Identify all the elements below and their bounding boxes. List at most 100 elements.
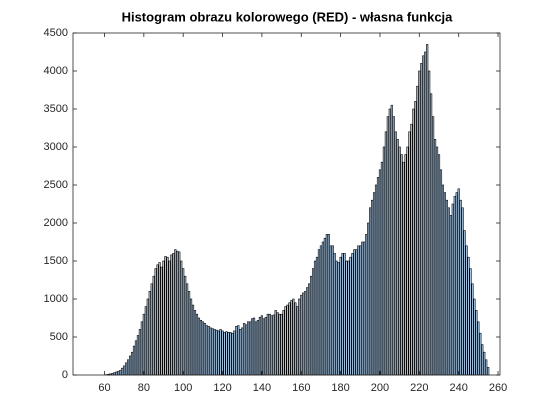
bar <box>329 245 332 376</box>
bar <box>154 268 157 376</box>
bar <box>162 260 165 376</box>
bar <box>180 260 183 376</box>
bar <box>249 321 252 376</box>
bar <box>227 332 230 376</box>
bar <box>485 359 488 376</box>
bar <box>288 302 291 376</box>
bar <box>396 139 399 376</box>
bar <box>282 310 285 376</box>
bar <box>317 249 321 376</box>
bar <box>132 345 136 376</box>
x-tick-label: 160 <box>292 382 310 394</box>
bar <box>386 116 389 376</box>
bar <box>245 324 248 376</box>
bar <box>311 268 315 376</box>
bar <box>477 321 480 376</box>
bar <box>156 264 159 376</box>
bar <box>296 306 299 376</box>
bar <box>374 184 378 376</box>
bar <box>272 314 275 376</box>
x-tick-label: 80 <box>138 382 150 394</box>
bar <box>268 313 271 376</box>
bar <box>422 55 425 376</box>
bar <box>327 234 330 376</box>
bar <box>418 70 421 376</box>
bar <box>424 51 427 376</box>
bar <box>211 328 214 376</box>
x-tick-label: 240 <box>449 382 467 394</box>
bar <box>229 332 232 376</box>
bar <box>430 93 433 376</box>
bar <box>160 266 163 376</box>
bar <box>286 304 289 376</box>
bar <box>335 260 338 376</box>
bar <box>343 253 346 376</box>
bar <box>209 327 212 376</box>
bar <box>398 146 401 376</box>
bar <box>158 262 161 376</box>
bar <box>357 245 360 376</box>
bar <box>250 318 254 376</box>
bar <box>426 44 429 376</box>
bar <box>380 161 384 376</box>
bar <box>308 283 311 376</box>
bar <box>217 330 220 376</box>
bar <box>201 321 204 376</box>
bar <box>117 370 120 376</box>
bar <box>115 371 118 376</box>
bar <box>134 340 138 376</box>
bar <box>215 329 218 376</box>
bar <box>339 256 342 376</box>
y-tick-label: 3000 <box>44 141 68 153</box>
bar <box>310 275 313 376</box>
bar <box>197 317 201 376</box>
y-tick-label: 2000 <box>44 217 68 229</box>
bar <box>294 302 297 376</box>
bar <box>475 310 478 376</box>
bar <box>207 326 210 376</box>
bar <box>127 359 130 376</box>
bar <box>325 234 328 376</box>
bar <box>266 313 269 376</box>
y-tick-label: 2500 <box>44 179 68 191</box>
bar <box>371 199 374 376</box>
bar <box>365 234 368 376</box>
bar <box>258 316 262 376</box>
bar <box>353 249 356 376</box>
chart-title: Histogram obrazu kolorowego (RED) - włas… <box>122 9 454 24</box>
x-tick-label: 140 <box>253 382 271 394</box>
bar <box>437 154 441 376</box>
x-tick-label: 120 <box>213 382 231 394</box>
bar <box>191 304 195 376</box>
bar <box>471 283 474 376</box>
bar <box>455 192 458 376</box>
bar <box>435 146 439 376</box>
bar <box>274 310 277 376</box>
bar <box>473 298 476 376</box>
bar <box>447 207 450 376</box>
bar <box>140 321 143 376</box>
bar <box>186 283 189 376</box>
bar <box>333 253 336 376</box>
bar <box>278 313 281 376</box>
bar <box>239 329 242 376</box>
bar <box>199 319 202 376</box>
y-tick-label: 500 <box>50 331 68 343</box>
bar <box>402 161 405 376</box>
bar <box>237 325 240 376</box>
y-tick-label: 0 <box>62 369 68 381</box>
bar <box>176 250 179 376</box>
bar <box>432 116 435 376</box>
bar <box>241 327 244 376</box>
bar <box>119 370 122 376</box>
bar <box>284 306 287 376</box>
x-tick-label: 100 <box>174 382 192 394</box>
bar <box>428 70 431 376</box>
bar <box>138 329 141 376</box>
bar <box>123 365 126 376</box>
bar <box>170 254 173 376</box>
bar <box>195 313 199 376</box>
bar <box>457 188 460 376</box>
x-tick-label: 200 <box>371 382 389 394</box>
